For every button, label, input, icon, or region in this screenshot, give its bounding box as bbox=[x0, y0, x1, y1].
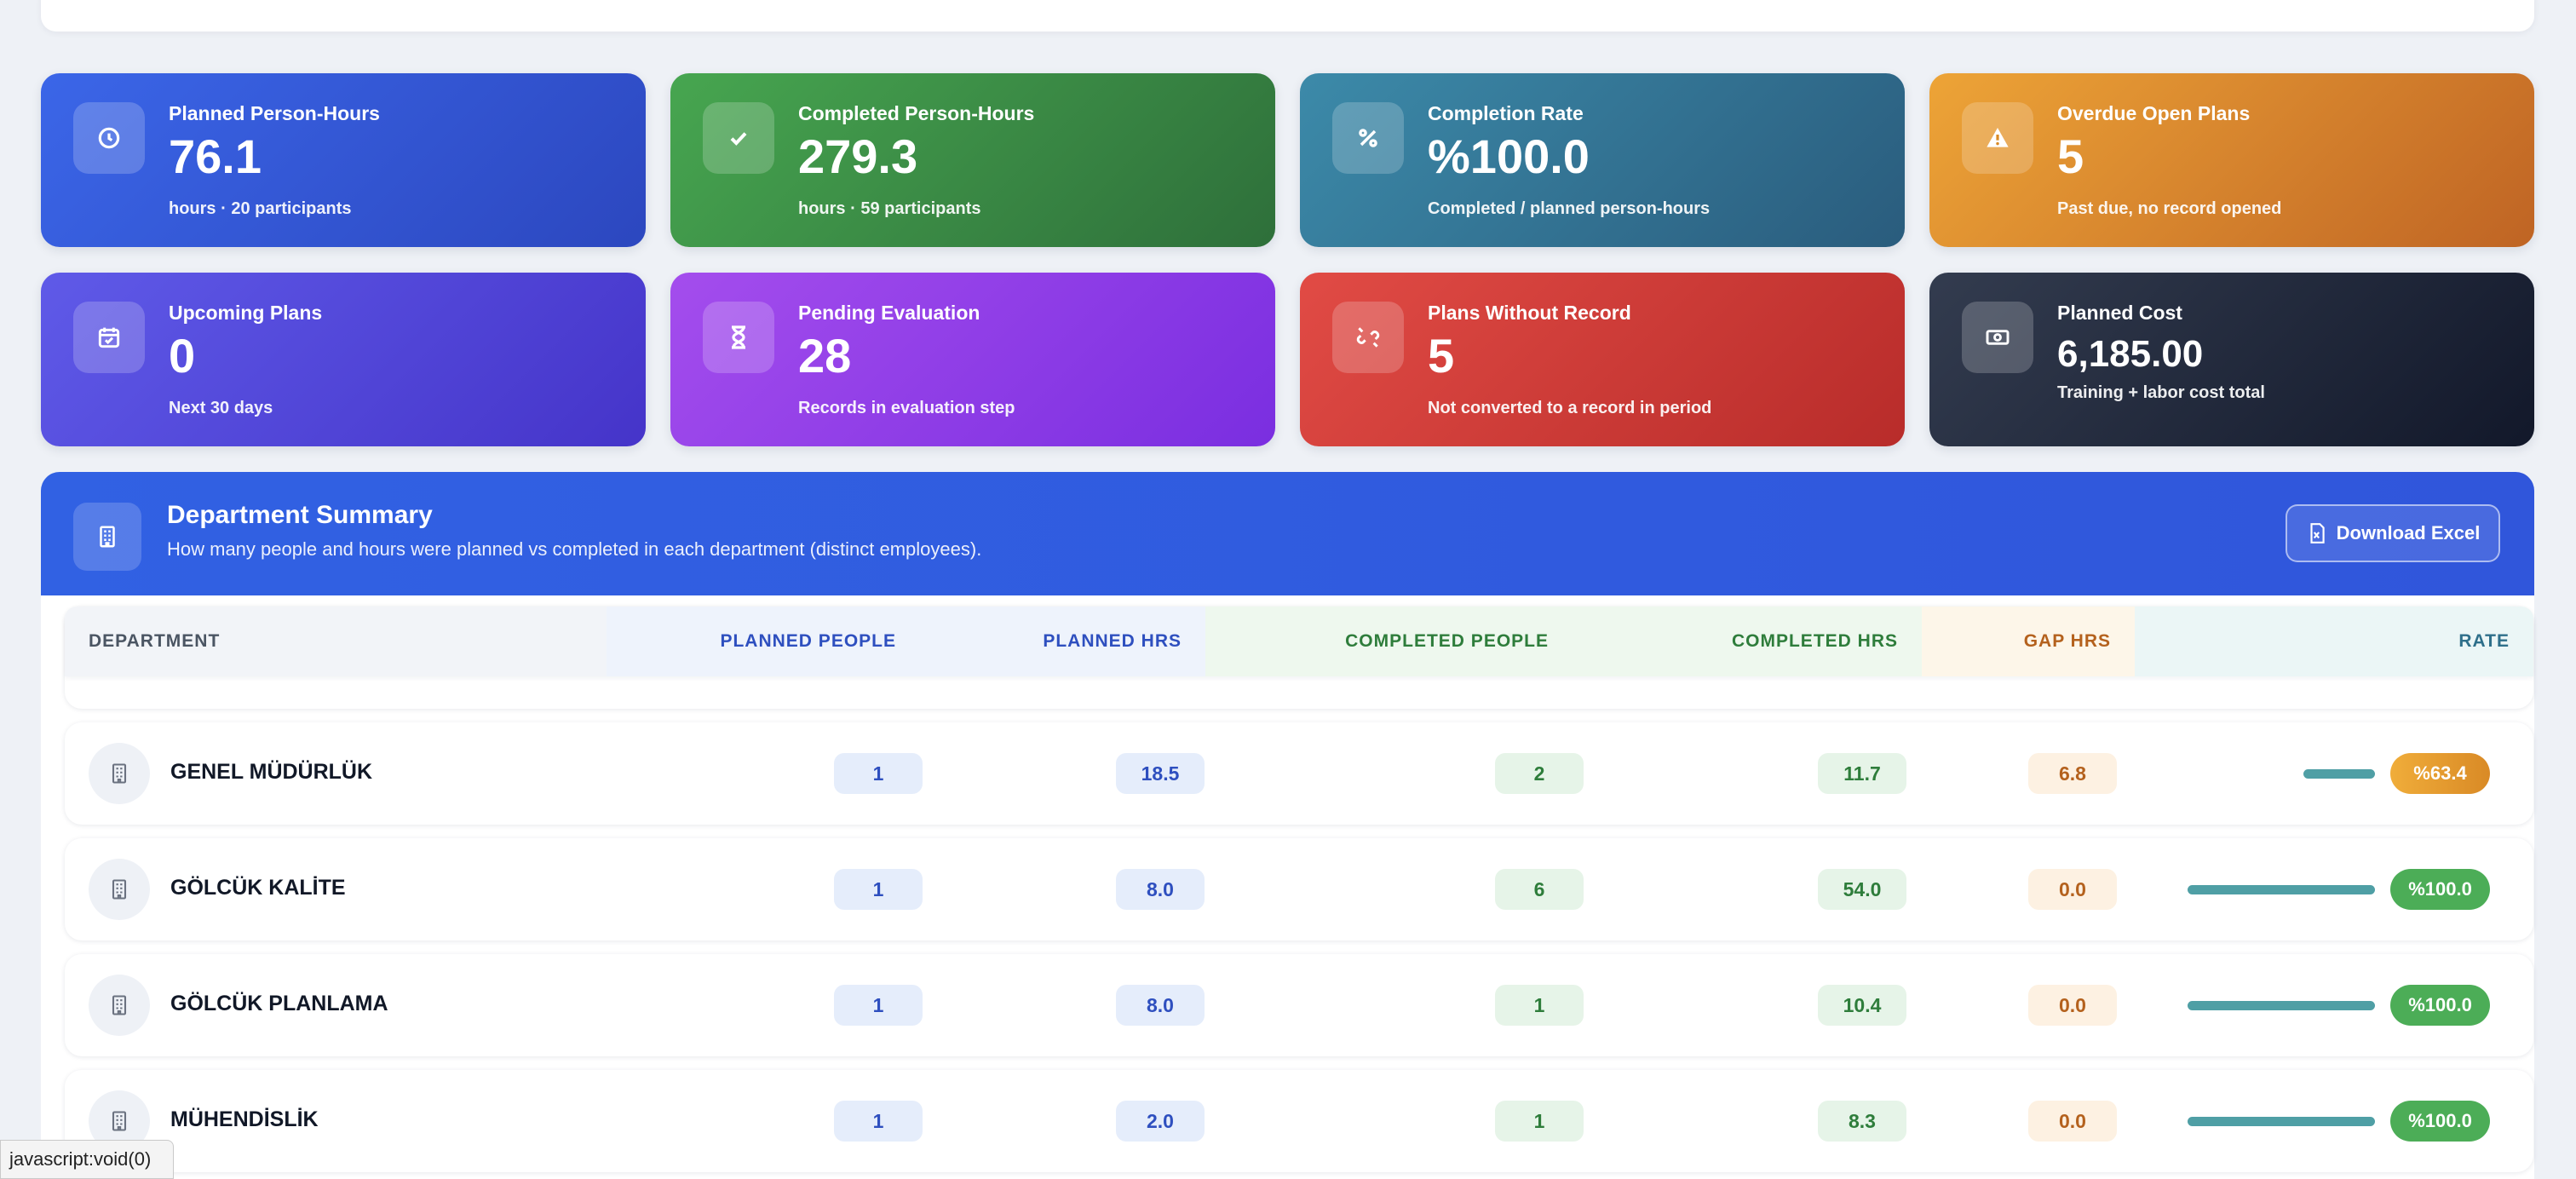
department-name: GÖLCÜK KALİTE bbox=[170, 876, 346, 900]
download-excel-button[interactable]: Download Excel bbox=[2286, 504, 2500, 562]
calendar-check-icon bbox=[73, 302, 145, 373]
kpi-value: 0 bbox=[169, 329, 196, 382]
planned-hrs-value: 8.0 bbox=[1116, 985, 1205, 1026]
kpi-card-completed-person-hours: Completed Person-Hours 279.3 hours · 59 … bbox=[670, 73, 1275, 247]
kpi-value: 5 bbox=[2057, 129, 2084, 183]
planned-hrs-value: 8.0 bbox=[1116, 869, 1205, 910]
department-summary-header: Department Summary How many people and h… bbox=[41, 472, 2534, 595]
kpi-label: Planned Cost bbox=[2057, 302, 2182, 324]
kpi-card-upcoming-plans: Upcoming Plans 0 Next 30 days bbox=[41, 273, 646, 446]
kpi-value: %100.0 bbox=[1428, 129, 1590, 183]
check-icon bbox=[703, 102, 774, 174]
rate-progress-bar bbox=[2303, 769, 2375, 779]
kpi-subtext: Completed / planned person-hours bbox=[1428, 199, 1711, 218]
kpi-label: Overdue Open Plans bbox=[2057, 102, 2251, 124]
rate-badge: %100.0 bbox=[2390, 1101, 2490, 1142]
table-header: DEPARTMENT PLANNED PEOPLE PLANNED HRS CO… bbox=[65, 607, 2533, 676]
column-header-gap-hrs[interactable]: GAP HRS bbox=[1922, 607, 2135, 676]
gap-hrs-value: 6.8 bbox=[2028, 753, 2117, 794]
kpi-value: 6,185.00 bbox=[2057, 333, 2204, 375]
department-name: GENEL MÜDÜRLÜK bbox=[170, 760, 373, 784]
gap-hrs-value: 0.0 bbox=[2028, 985, 2117, 1026]
column-header-completed-people[interactable]: COMPLETED PEOPLE bbox=[1205, 607, 1573, 676]
column-header-completed-hrs[interactable]: COMPLETED HRS bbox=[1573, 607, 1922, 676]
rate-progress-bar bbox=[2188, 885, 2375, 894]
kpi-subtext: hours · 20 participants bbox=[169, 199, 352, 218]
clock-icon bbox=[73, 102, 145, 174]
kpi-card-planned-cost: Planned Cost 6,185.00 Training + labor c… bbox=[1929, 273, 2534, 446]
top-panel bbox=[41, 0, 2534, 32]
kpi-label: Plans Without Record bbox=[1428, 302, 1631, 324]
gap-hrs-value: 0.0 bbox=[2028, 1101, 2117, 1142]
kpi-label: Upcoming Plans bbox=[169, 302, 323, 324]
completed-hrs-value: 8.3 bbox=[1818, 1101, 1906, 1142]
kpi-value: 279.3 bbox=[798, 129, 918, 183]
gap-hrs-value: 0.0 bbox=[2028, 869, 2117, 910]
rate-badge: %100.0 bbox=[2390, 985, 2490, 1026]
download-excel-label: Download Excel bbox=[2336, 522, 2481, 543]
planned-hrs-value: 18.5 bbox=[1116, 753, 1205, 794]
completed-hrs-value: 54.0 bbox=[1818, 869, 1906, 910]
kpi-subtext: Past due, no record opened bbox=[2057, 199, 2282, 218]
kpi-card-completion-rate: Completion Rate %100.0 Completed / plann… bbox=[1300, 73, 1905, 247]
completed-hrs-value: 10.4 bbox=[1818, 985, 1906, 1026]
kpi-label: Completion Rate bbox=[1428, 102, 1584, 124]
completed-hrs-value: 11.7 bbox=[1818, 753, 1906, 794]
column-header-planned-people[interactable]: PLANNED PEOPLE bbox=[607, 607, 920, 676]
completed-people-value: 1 bbox=[1495, 985, 1584, 1026]
planned-people-value: 1 bbox=[834, 753, 923, 794]
building-icon bbox=[73, 503, 141, 571]
section-subtitle: How many people and hours were planned v… bbox=[167, 538, 982, 560]
percent-icon bbox=[1332, 102, 1404, 174]
unlink-icon bbox=[1332, 302, 1404, 373]
kpi-label: Completed Person-Hours bbox=[798, 102, 1035, 124]
money-icon bbox=[1962, 302, 2033, 373]
department-name: GÖLCÜK PLANLAMA bbox=[170, 992, 388, 1015]
column-header-department[interactable]: DEPARTMENT bbox=[65, 607, 607, 676]
kpi-value: 28 bbox=[798, 329, 852, 382]
planned-people-value: 1 bbox=[834, 869, 923, 910]
kpi-subtext: hours · 59 participants bbox=[798, 199, 981, 218]
rate-progress-bar bbox=[2188, 1001, 2375, 1010]
completed-people-value: 6 bbox=[1495, 869, 1584, 910]
status-bar-url: javascript:void(0) bbox=[0, 1140, 174, 1179]
kpi-subtext: Not converted to a record in period bbox=[1428, 399, 1712, 417]
section-title: Department Summary bbox=[167, 501, 433, 529]
building-icon bbox=[89, 859, 150, 920]
building-icon bbox=[89, 743, 150, 804]
building-icon bbox=[89, 975, 150, 1036]
department-name: MÜHENDİSLİK bbox=[170, 1107, 319, 1131]
rate-badge: %100.0 bbox=[2390, 869, 2490, 910]
kpi-label: Pending Evaluation bbox=[798, 302, 980, 324]
kpi-value: 5 bbox=[1428, 329, 1455, 382]
kpi-label: Planned Person-Hours bbox=[169, 102, 380, 124]
kpi-subtext: Next 30 days bbox=[169, 399, 273, 417]
rate-progress-bar bbox=[2188, 1117, 2375, 1126]
kpi-value: 76.1 bbox=[169, 129, 262, 183]
planned-people-value: 1 bbox=[834, 985, 923, 1026]
excel-file-icon bbox=[2310, 523, 2325, 543]
kpi-card-plans-without-record: Plans Without Record 5 Not converted to … bbox=[1300, 273, 1905, 446]
hourglass-icon bbox=[703, 302, 774, 373]
warning-icon bbox=[1962, 102, 2033, 174]
table-row[interactable]: GÖLCÜK PLANLAMA 1 8.0 1 10.4 0.0 %100.0 bbox=[65, 954, 2533, 1056]
column-header-rate[interactable]: RATE bbox=[2135, 607, 2533, 676]
kpi-card-overdue-open-plans: Overdue Open Plans 5 Past due, no record… bbox=[1929, 73, 2534, 247]
kpi-subtext: Training + labor cost total bbox=[2057, 383, 2265, 402]
planned-hrs-value: 2.0 bbox=[1116, 1101, 1205, 1142]
column-header-planned-hrs[interactable]: PLANNED HRS bbox=[920, 607, 1205, 676]
completed-people-value: 2 bbox=[1495, 753, 1584, 794]
kpi-card-planned-person-hours: Planned Person-Hours 76.1 hours · 20 par… bbox=[41, 73, 646, 247]
table-row[interactable]: GÖLCÜK KALİTE 1 8.0 6 54.0 0.0 %100.0 bbox=[65, 838, 2533, 940]
kpi-card-pending-evaluation: Pending Evaluation 28 Records in evaluat… bbox=[670, 273, 1275, 446]
table-row[interactable]: MÜHENDİSLİK 1 2.0 1 8.3 0.0 %100.0 bbox=[65, 1070, 2533, 1172]
planned-people-value: 1 bbox=[834, 1101, 923, 1142]
completed-people-value: 1 bbox=[1495, 1101, 1584, 1142]
kpi-subtext: Records in evaluation step bbox=[798, 399, 1015, 417]
table-row[interactable]: GENEL MÜDÜRLÜK 1 18.5 2 11.7 6.8 %63.4 bbox=[65, 722, 2533, 825]
rate-badge: %63.4 bbox=[2390, 753, 2490, 794]
